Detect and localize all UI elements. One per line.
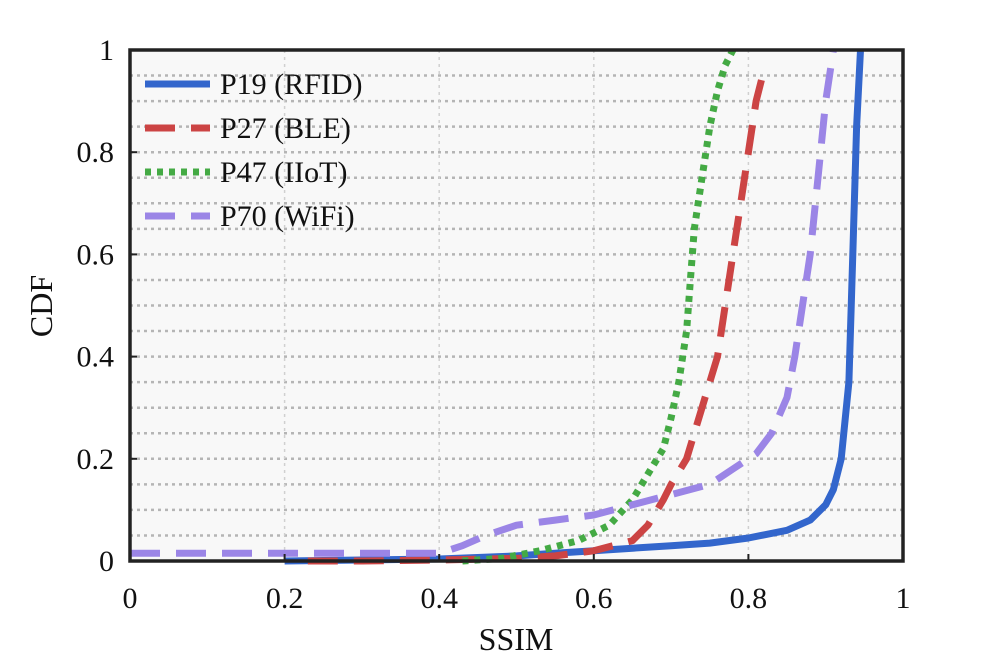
y-axis-title: CDF [23,275,59,337]
y-tick-label: 0.6 [77,238,115,271]
series-line-3 [462,48,737,565]
legend-label: P47 (IIoT) [220,156,347,189]
series-lines [130,48,864,565]
y-tick-label: 1 [99,34,114,67]
legend: P19 (RFID) P27 (BLE) P47 (IIoT) P70 (WiFi) [145,68,363,233]
legend-label: P27 (BLE) [220,112,351,145]
x-tick-label: 0.6 [575,582,613,615]
y-tick-label: 0.8 [77,136,115,169]
grid-lines [130,50,903,561]
series-line-4 [130,49,837,557]
x-tick-label: 0 [123,582,138,615]
x-tick-label: 0.4 [420,582,458,615]
y-tick-label: 0.2 [77,443,115,476]
x-tick-label: 0.8 [730,582,768,615]
x-tick-label: 1 [896,582,911,615]
legend-label: P19 (RFID) [220,68,363,101]
y-tick-label: 0.4 [77,341,115,374]
y-tick-label: 0 [99,545,114,578]
x-tick-label: 0.2 [266,582,304,615]
x-axis-title: SSIM [479,621,554,657]
plot-frame [128,48,905,563]
legend-label: P70 (WiFi) [220,200,355,233]
axis-ticks: 0 0.2 0.4 0.6 0.8 1 0 0.2 0.4 0.6 0.8 1 [77,34,911,615]
